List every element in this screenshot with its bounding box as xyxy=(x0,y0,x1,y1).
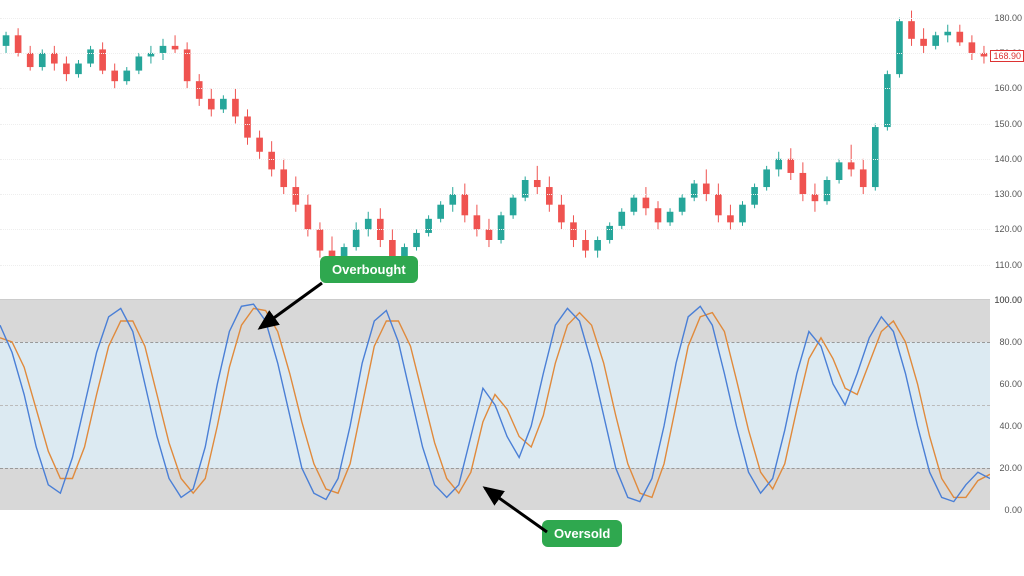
stochastic-svg xyxy=(0,300,990,510)
oversold-arrow-icon xyxy=(475,480,555,540)
osc-axis: 0.0020.0040.0060.0080.00100.00 xyxy=(990,300,1024,510)
current-price-badge: 168.90 xyxy=(990,50,1024,62)
price-chart[interactable] xyxy=(0,0,990,300)
chart-container: 100.00110.00120.00130.00140.00150.00160.… xyxy=(0,0,1024,576)
overbought-label: Overbought xyxy=(320,256,418,283)
candlestick-svg xyxy=(0,0,990,300)
price-axis: 100.00110.00120.00130.00140.00150.00160.… xyxy=(990,0,1024,300)
overbought-arrow-icon xyxy=(250,278,330,338)
stochastic-panel[interactable] xyxy=(0,300,990,510)
